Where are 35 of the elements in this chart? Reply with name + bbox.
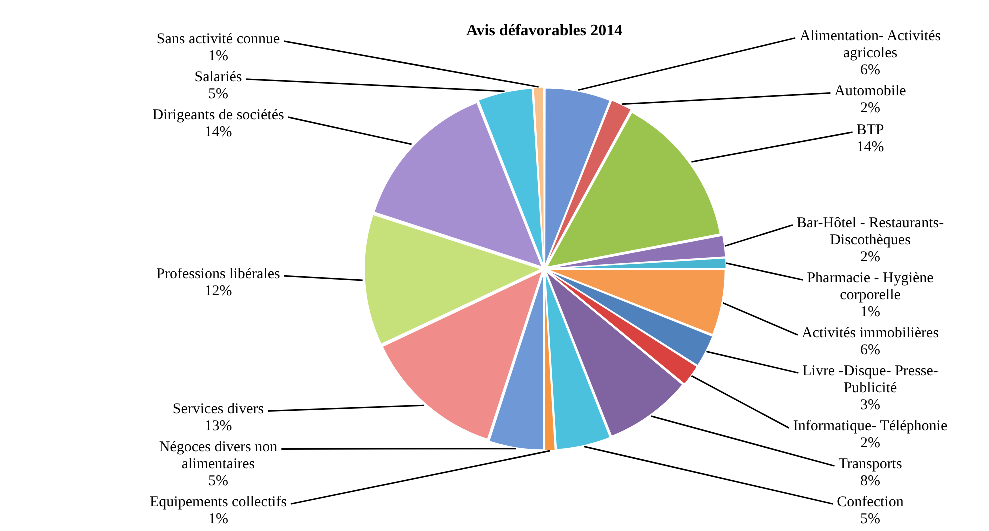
- slice-label: Salariés: [194, 70, 242, 86]
- slice-label: Transports: [838, 456, 902, 472]
- data-label: 1%: [208, 48, 228, 65]
- slice-label: Dirigeants de sociétés: [152, 108, 284, 124]
- data-label: 2%: [860, 249, 880, 266]
- data-label: 8%: [860, 473, 880, 490]
- slice-label: Professions libérales: [156, 266, 281, 282]
- slice-label: Bar-Hôtel - Restaurants- Discothèques: [796, 215, 944, 248]
- data-label: 14%: [856, 140, 884, 156]
- slice-label: Confection: [837, 494, 904, 510]
- slice-label: Equipements collectifs: [150, 494, 288, 510]
- data-label: 5%: [208, 86, 228, 103]
- slice-label: Livre -Disque- Presse- Publicité: [802, 363, 938, 396]
- slice-label: BTP: [856, 122, 884, 139]
- data-label: 13%: [204, 418, 232, 434]
- data-label: 5%: [208, 473, 228, 490]
- data-label: 2%: [860, 435, 880, 452]
- data-label: 14%: [204, 124, 232, 141]
- slice-label: Alimentation- Activités agricoles: [800, 28, 942, 62]
- slice-label: Activités immobilières: [802, 325, 940, 342]
- data-label: 2%: [860, 100, 880, 116]
- chart-title: Avis défavorables 2014: [466, 22, 623, 40]
- slice-label: Services divers: [172, 401, 264, 418]
- data-label: 6%: [860, 62, 880, 78]
- slice-label: Pharmacie - Hygiène corporelle: [807, 270, 934, 304]
- slice-label: Informatique- Téléphonie: [793, 418, 948, 434]
- slice-label: Sans activité connue: [156, 32, 280, 48]
- data-label: 12%: [204, 283, 232, 300]
- slice-label: Automobile: [834, 83, 907, 100]
- data-label: 6%: [860, 342, 880, 358]
- slice-label: Négoces divers non alimentaires: [159, 439, 278, 472]
- data-label: 5%: [860, 511, 880, 528]
- data-label: 1%: [208, 511, 228, 528]
- data-label: 3%: [860, 397, 880, 414]
- data-label: 1%: [860, 304, 880, 320]
